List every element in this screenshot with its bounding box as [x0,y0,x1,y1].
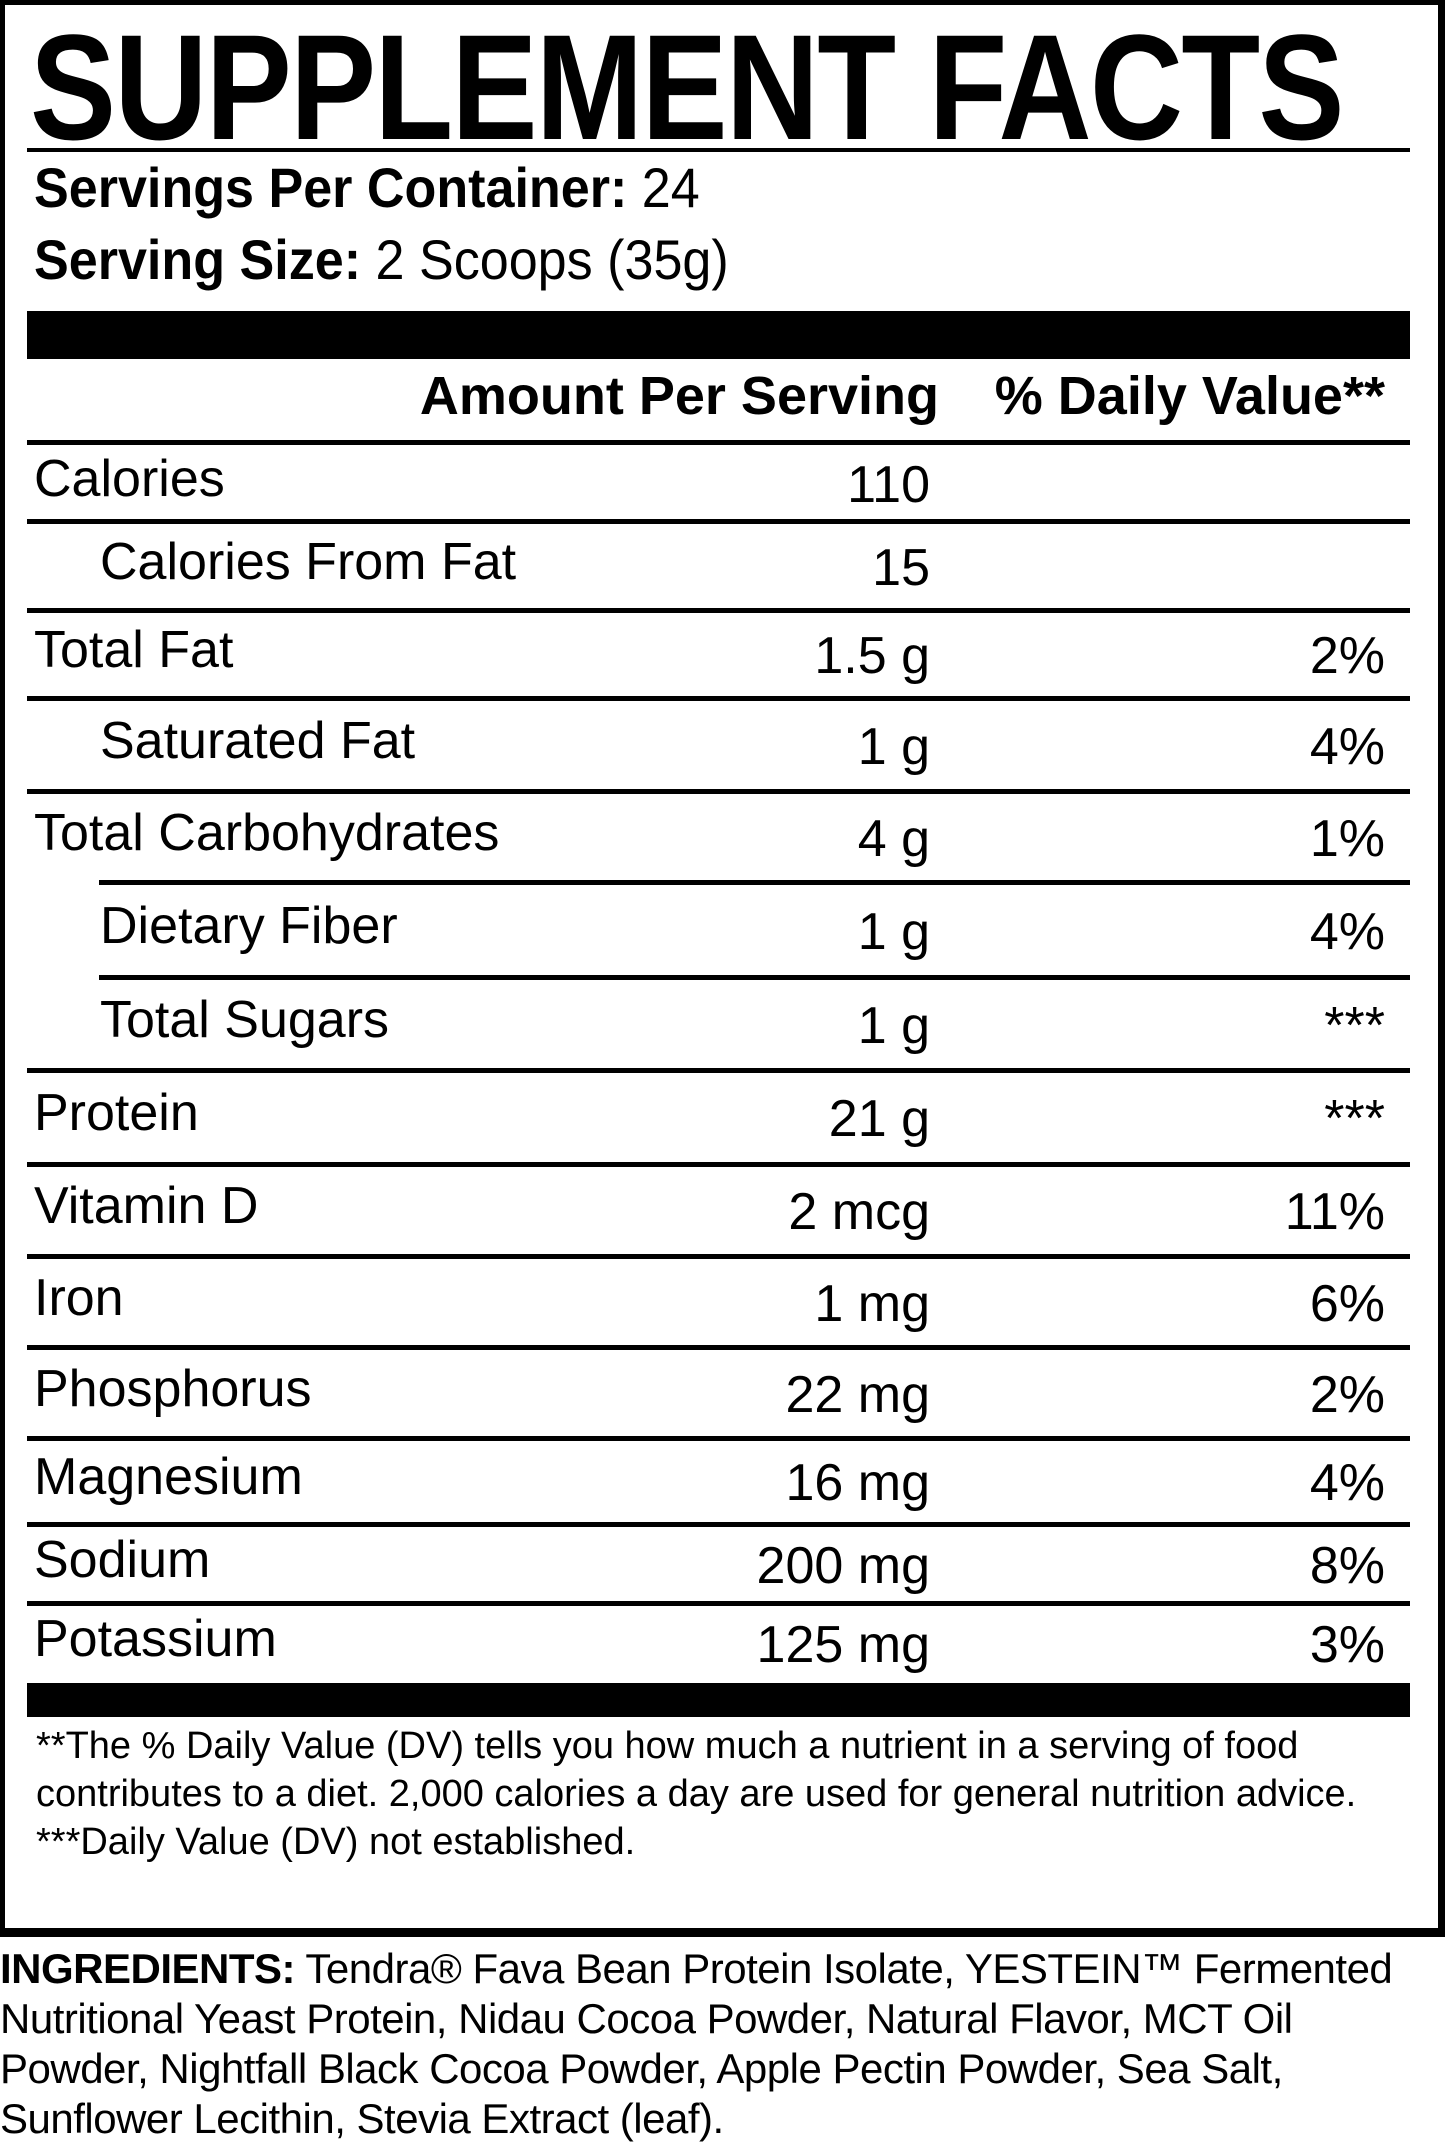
ingredients-text: Tendra® Fava Bean Protein Isolate, YESTE… [0,1945,1393,2142]
row-divider [99,975,1410,980]
nutrient-label: Calories [34,450,225,508]
servings-per-container: Servings Per Container: 24 [34,158,700,218]
nutrient-amount: 22 mg [785,1365,930,1424]
nutrient-amount: 1 g [857,902,930,961]
not-established-footnote: ***Daily Value (DV) not established. [36,1821,636,1863]
nutrient-amount: 200 mg [756,1536,930,1595]
nutrient-daily-value: 4% [1309,1454,1385,1512]
nutrient-label: Protein [34,1084,199,1142]
nutrient-label: Total Fat [34,621,234,679]
nutrient-daily-value: 11% [1284,1183,1385,1241]
row-divider [27,1436,1410,1441]
footnotes: **The % Daily Value (DV) tells you how m… [36,1722,1426,1866]
nutrient-daily-value: 1% [1309,809,1385,868]
nutrient-amount: 21 g [828,1090,930,1148]
thick-bar-bottom [27,1683,1410,1717]
panel-title: SUPPLEMENT FACTS [30,3,1344,171]
nutrient-label: Total Sugars [100,990,390,1049]
serving-size-label: Serving Size: [34,228,362,291]
nutrient-label: Iron [34,1268,124,1327]
row-divider [27,1068,1410,1073]
nutrient-amount: 1 g [857,996,930,1055]
row-divider [27,1601,1410,1606]
servings-label: Servings Per Container: [34,156,628,219]
title-divider [27,148,1410,152]
ingredients-label: INGREDIENTS: [0,1945,296,1992]
nutrient-daily-value: 2% [1309,1365,1385,1424]
row-divider [27,1345,1410,1350]
nutrient-daily-value: 2% [1309,627,1385,685]
nutrient-amount: 4 g [857,809,930,868]
supplement-facts-panel [0,0,1445,1937]
row-divider [27,1254,1410,1259]
ingredients: INGREDIENTS: Tendra® Fava Bean Protein I… [0,1944,1445,2144]
nutrient-daily-value: 6% [1309,1274,1385,1333]
nutrient-daily-value: *** [1324,1090,1385,1148]
nutrient-amount: 2 mcg [788,1183,930,1241]
row-divider [27,696,1410,701]
nutrient-label: Saturated Fat [100,711,416,770]
nutrient-label: Potassium [34,1610,277,1668]
nutrient-label: Calories From Fat [100,532,517,591]
row-divider [27,1522,1410,1527]
servings-value: 24 [641,156,700,219]
nutrient-daily-value: 8% [1309,1536,1385,1595]
daily-value-header: % Daily Value** [994,366,1385,426]
dv-footnote: **The % Daily Value (DV) tells you how m… [36,1725,1357,1815]
nutrient-amount: 1 mg [814,1274,930,1333]
amount-per-serving-header: Amount Per Serving [419,366,939,426]
serving-size: Serving Size: 2 Scoops (35g) [34,230,729,290]
row-divider [27,519,1410,524]
nutrient-daily-value: *** [1324,996,1385,1055]
row-divider [99,880,1410,885]
nutrient-amount: 125 mg [756,1616,930,1674]
nutrient-daily-value: 3% [1309,1616,1385,1674]
nutrient-amount: 1 g [857,717,930,776]
row-divider [27,789,1410,794]
nutrient-label: Magnesium [34,1448,303,1506]
nutrient-label: Vitamin D [34,1177,259,1235]
thick-bar-top [27,311,1410,359]
nutrient-label: Total Carbohydrates [34,803,500,862]
header-divider [27,440,1410,445]
nutrient-amount: 15 [872,538,930,597]
nutrient-amount: 16 mg [785,1454,930,1512]
nutrient-label: Dietary Fiber [100,896,398,955]
row-divider [27,608,1410,613]
serving-size-value: 2 Scoops (35g) [375,228,729,291]
nutrient-amount: 1.5 g [814,627,930,685]
nutrient-label: Phosphorus [34,1359,312,1418]
nutrient-label: Sodium [34,1530,211,1589]
nutrient-daily-value: 4% [1309,717,1385,776]
nutrient-amount: 110 [847,456,930,514]
row-divider [27,1162,1410,1167]
nutrient-daily-value: 4% [1309,902,1385,961]
